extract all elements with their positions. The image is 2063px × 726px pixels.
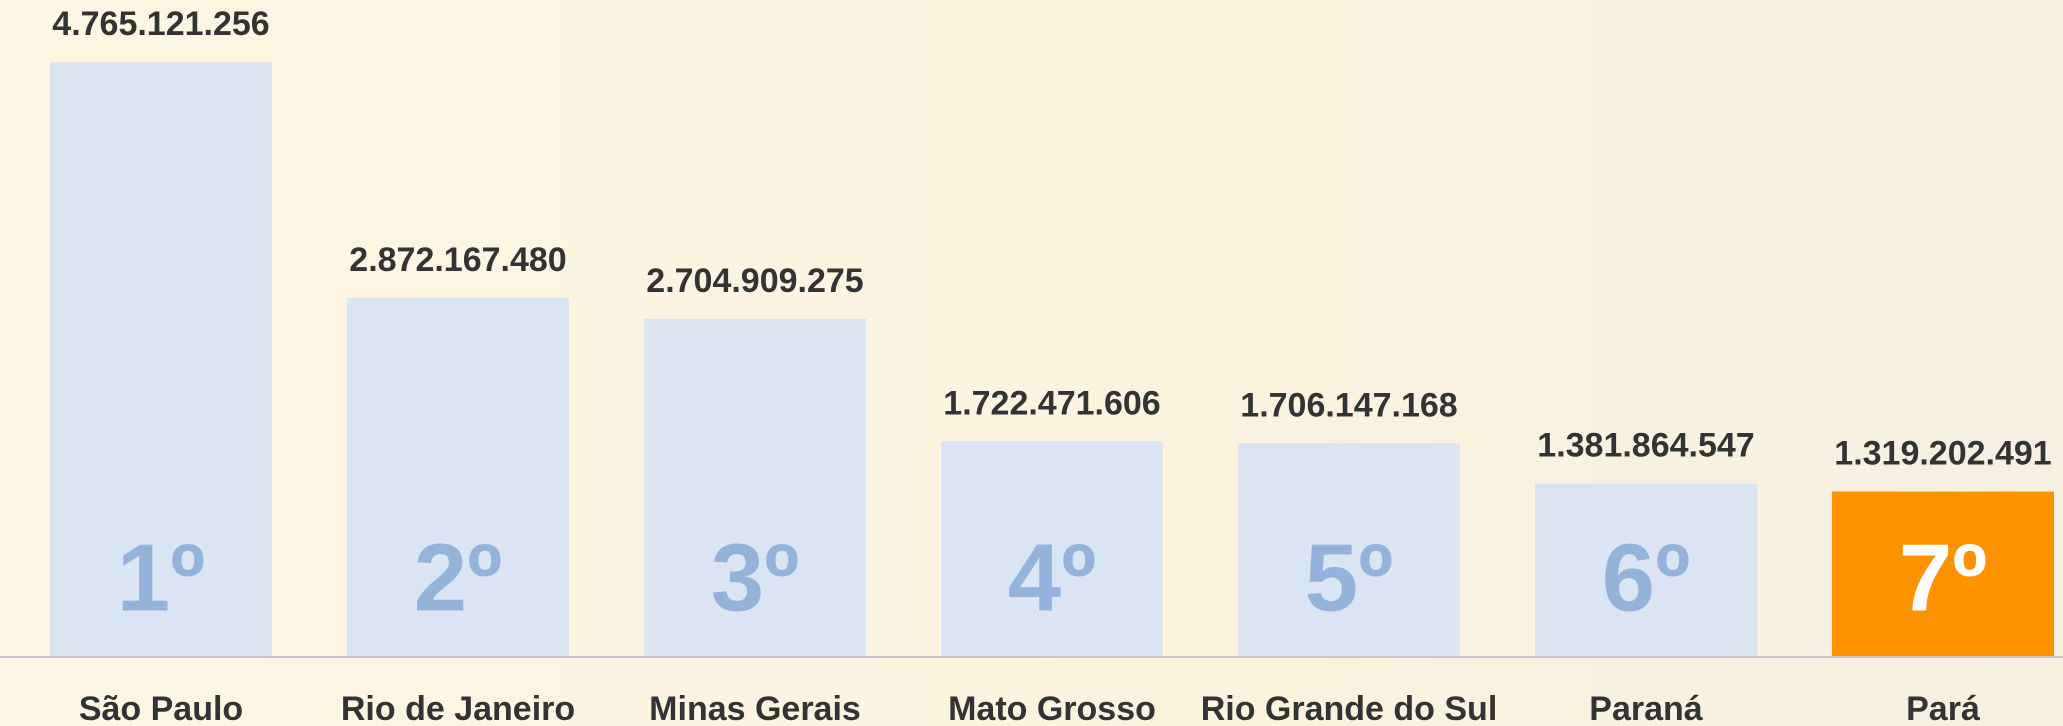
rank-label: 5º xyxy=(1305,524,1393,631)
x-tick-label: São Paulo xyxy=(79,690,243,726)
value-label: 2.704.909.275 xyxy=(646,262,863,300)
bar xyxy=(1832,491,2054,656)
value-label: 1.722.471.606 xyxy=(943,384,1160,422)
value-label: 1.381.864.547 xyxy=(1537,427,1754,465)
bar xyxy=(50,62,272,656)
value-label: 2.872.167.480 xyxy=(349,241,566,279)
bar xyxy=(644,318,866,656)
value-label: 1.319.202.491 xyxy=(1834,435,2051,473)
rank-label: 7º xyxy=(1899,524,1987,631)
x-tick-label: Mato Grosso xyxy=(948,690,1156,726)
x-tick-label: Rio Grande do Sul xyxy=(1201,690,1498,726)
rank-label: 6º xyxy=(1602,524,1690,631)
bar xyxy=(1238,443,1460,656)
bar xyxy=(347,297,569,656)
rank-label: 2º xyxy=(414,524,502,631)
bar xyxy=(1535,483,1757,656)
value-label: 4.765.121.256 xyxy=(52,5,269,43)
x-tick-label: Rio de Janeiro xyxy=(341,690,575,726)
value-label: 1.706.147.168 xyxy=(1240,386,1457,424)
x-tick-label: Pará xyxy=(1906,690,1980,726)
rank-label: 4º xyxy=(1008,524,1096,631)
rank-label: 1º xyxy=(117,524,205,631)
rank-label: 3º xyxy=(711,524,799,631)
bar xyxy=(941,441,1163,656)
x-tick-label: Minas Gerais xyxy=(649,690,861,726)
x-tick-label: Paraná xyxy=(1589,690,1702,726)
